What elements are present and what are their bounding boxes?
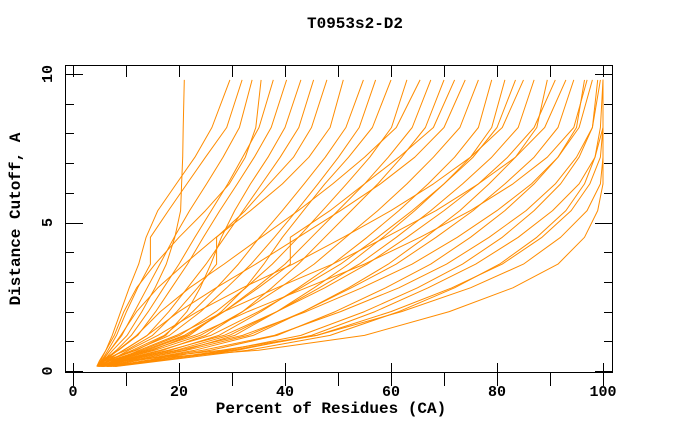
model-curve — [107, 79, 601, 367]
model-curve — [99, 79, 185, 367]
model-curve — [99, 79, 328, 367]
y-tick-label: 0 — [40, 366, 57, 375]
page-title: T0953s2-D2 — [306, 15, 404, 33]
model-curve — [100, 79, 302, 367]
model-curve — [98, 79, 377, 367]
x-tick-label: 60 — [382, 384, 400, 401]
x-tick-label: 100 — [589, 384, 616, 401]
model-curve — [102, 79, 556, 367]
model-curve — [108, 79, 548, 367]
y-axis-label: Distance Cutoff, A — [7, 132, 25, 306]
model-curve — [96, 79, 262, 367]
model-curve — [96, 79, 243, 367]
model-curve — [99, 79, 456, 367]
model-curve — [102, 79, 392, 367]
model-curve — [98, 79, 524, 367]
model-curve — [102, 79, 479, 367]
x-tick-label: 20 — [170, 384, 188, 401]
model-curve — [100, 79, 588, 367]
x-axis-label: Percent of Residues (CA) — [215, 400, 447, 418]
model-curve — [99, 79, 408, 367]
model-curve — [105, 79, 535, 367]
y-tick-label: 10 — [40, 65, 57, 83]
model-curve — [100, 79, 604, 367]
model-curve — [99, 79, 567, 367]
model-curve — [111, 79, 604, 367]
model-curve — [101, 79, 364, 367]
model-curve — [97, 79, 344, 367]
model-curve — [103, 79, 445, 367]
model-curve — [112, 79, 599, 367]
model-curve — [114, 79, 604, 367]
y-tick-label: 5 — [40, 218, 57, 227]
model-curve — [96, 79, 288, 367]
model-curve — [97, 79, 421, 367]
model-curve — [98, 79, 274, 367]
x-tick-label: 0 — [68, 384, 77, 401]
model-curve — [106, 79, 575, 367]
plot-border — [65, 65, 613, 373]
model-curve — [98, 79, 466, 367]
model-curve — [103, 79, 593, 367]
x-tick-label: 80 — [488, 384, 506, 401]
x-tick-label: 40 — [276, 384, 294, 401]
model-curve — [101, 79, 432, 367]
model-curve — [101, 79, 516, 367]
